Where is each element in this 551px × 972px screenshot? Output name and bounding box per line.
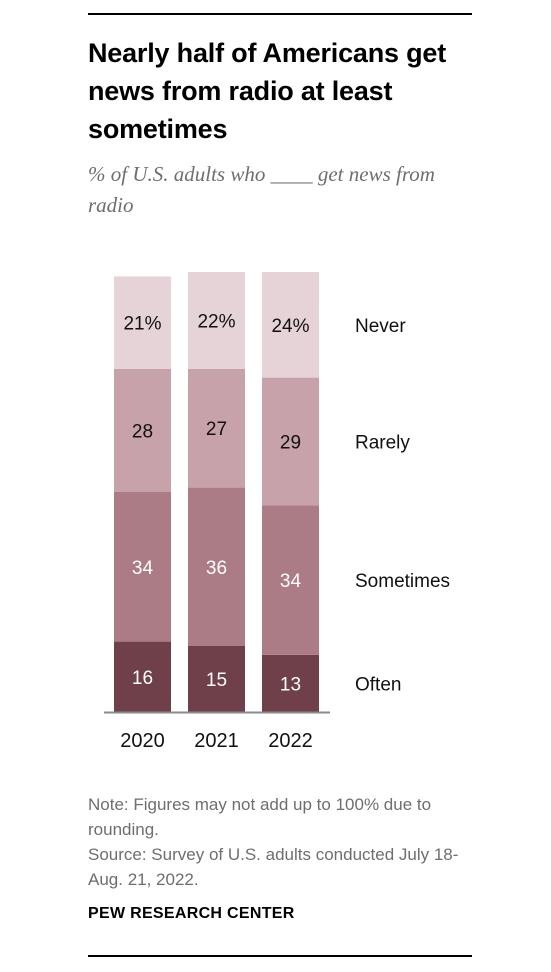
bar-often-2020: [114, 641, 171, 712]
data-label-never-2020: 21%: [123, 314, 161, 335]
data-label-rarely-2022: 29: [280, 432, 301, 453]
legend-never: Never: [355, 316, 406, 337]
bar-often-2021: [188, 646, 245, 712]
data-label-often-2021: 15: [206, 670, 227, 691]
top-rule: [88, 13, 472, 15]
footer-brand: PEW RESEARCH CENTER: [88, 905, 295, 922]
bar-never-2022: [262, 272, 319, 378]
data-label-sometimes-2022: 34: [280, 571, 302, 592]
bar-often-2022: [262, 654, 319, 712]
x-tick-2020: 2020: [120, 730, 165, 752]
x-tick-2021: 2021: [194, 730, 239, 752]
source-text: Source: Survey of U.S. adults conducted …: [88, 845, 459, 889]
bar-never-2021: [188, 272, 245, 369]
bar-rarely-2022: [262, 377, 319, 506]
bar-sometimes-2021: [188, 487, 245, 646]
bar-rarely-2021: [188, 368, 245, 488]
chart-subtitle: % of U.S. adults who ____ get news from …: [88, 162, 435, 217]
bar-sometimes-2022: [262, 505, 319, 655]
note-block: Note: Figures may not add up to 100% due…: [88, 792, 488, 892]
data-label-rarely-2020: 28: [132, 421, 153, 442]
data-label-sometimes-2021: 36: [206, 558, 227, 579]
data-label-rarely-2021: 27: [206, 419, 227, 440]
legend-often: Often: [355, 674, 401, 695]
data-label-often-2020: 16: [132, 668, 153, 689]
bottom-rule: [88, 955, 472, 957]
data-label-often-2022: 13: [280, 674, 301, 695]
bar-rarely-2020: [114, 368, 171, 492]
x-tick-2022: 2022: [268, 730, 313, 752]
legend-rarely: Rarely: [355, 432, 410, 453]
bar-never-2020: [114, 276, 171, 369]
data-label-never-2022: 24%: [271, 316, 309, 337]
legend-sometimes: Sometimes: [355, 571, 450, 592]
bar-sometimes-2020: [114, 492, 171, 642]
data-label-sometimes-2020: 34: [132, 558, 154, 579]
chart-title: Nearly half of Americans get news from r…: [88, 38, 447, 144]
note-text: Note: Figures may not add up to 100% due…: [88, 795, 432, 839]
data-label-never-2021: 22%: [197, 311, 235, 332]
